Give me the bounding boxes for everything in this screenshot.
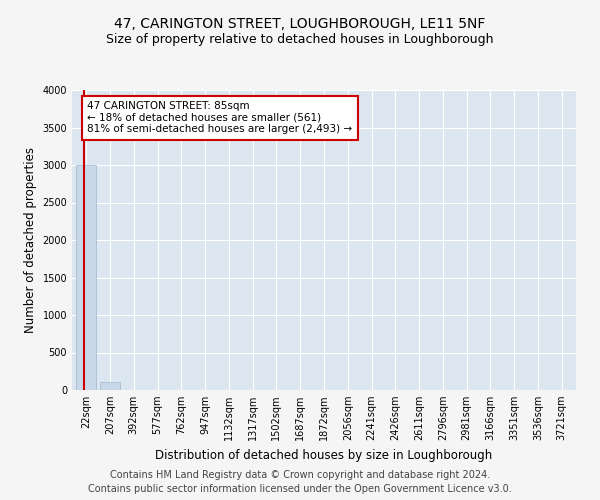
Text: Contains HM Land Registry data © Crown copyright and database right 2024.
Contai: Contains HM Land Registry data © Crown c… bbox=[88, 470, 512, 494]
Bar bbox=[76, 165, 97, 390]
Text: 47 CARINGTON STREET: 85sqm
← 18% of detached houses are smaller (561)
81% of sem: 47 CARINGTON STREET: 85sqm ← 18% of deta… bbox=[88, 101, 353, 134]
Bar bbox=[100, 382, 120, 390]
Y-axis label: Number of detached properties: Number of detached properties bbox=[24, 147, 37, 333]
X-axis label: Distribution of detached houses by size in Loughborough: Distribution of detached houses by size … bbox=[155, 448, 493, 462]
Text: Size of property relative to detached houses in Loughborough: Size of property relative to detached ho… bbox=[106, 32, 494, 46]
Text: 47, CARINGTON STREET, LOUGHBOROUGH, LE11 5NF: 47, CARINGTON STREET, LOUGHBOROUGH, LE11… bbox=[115, 18, 485, 32]
